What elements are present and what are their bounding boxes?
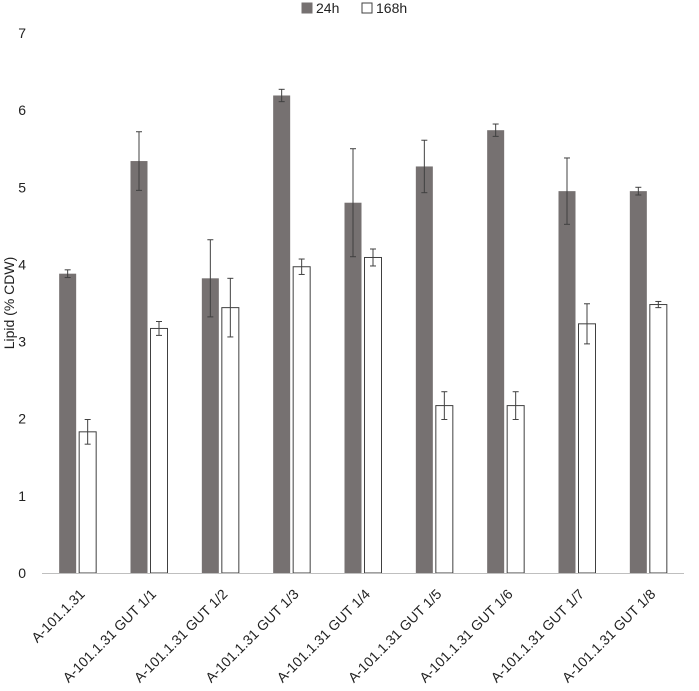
error-bar-168h-6	[441, 391, 448, 420]
legend-swatch-24h	[301, 2, 313, 14]
y-tick-label: 4	[18, 256, 26, 272]
legend-label-168h: 168h	[376, 0, 407, 16]
bar-24h-5	[344, 202, 362, 573]
error-bar-24h-8	[564, 157, 570, 225]
legend-swatch-168h	[361, 2, 373, 14]
legend-label-24h: 24h	[316, 0, 339, 16]
bar-24h-9	[629, 191, 647, 573]
bar-24h-3	[201, 278, 219, 573]
error-bar-24h-2	[136, 131, 142, 191]
error-bar-24h-9	[635, 186, 642, 196]
legend: 24h 168h	[301, 0, 407, 16]
y-tick-label: 2	[18, 411, 26, 427]
bar-24h-8	[558, 191, 576, 573]
y-axis-title: Lipid (% CDW)	[1, 257, 17, 350]
bar-168h-3	[221, 307, 240, 574]
bar-24h-7	[487, 130, 505, 573]
error-bar-24h-1	[64, 269, 71, 279]
y-tick-label: 6	[18, 102, 26, 118]
error-bar-168h-2	[156, 321, 162, 336]
bars	[59, 95, 668, 574]
bar-168h-1	[78, 431, 97, 574]
bar-24h-6	[415, 166, 433, 573]
error-bar-24h-7	[492, 123, 499, 137]
bar-168h-6	[435, 405, 454, 574]
y-tick-label: 0	[18, 565, 26, 581]
error-bar-168h-3	[227, 277, 234, 338]
bar-168h-2	[150, 327, 168, 574]
y-tick-label: 7	[18, 25, 26, 41]
x-category-label: A-101.1.31	[28, 586, 88, 646]
error-bar-168h-4	[298, 258, 305, 275]
bar-168h-4	[292, 266, 311, 574]
bar-168h-7	[506, 405, 525, 574]
error-bar-24h-3	[207, 239, 214, 318]
y-axis: 0 1 2 3 4 5 6 7	[18, 25, 26, 581]
bar-168h-9	[649, 304, 668, 574]
y-tick-label: 1	[18, 488, 26, 504]
y-tick-label: 5	[18, 179, 26, 195]
error-bar-24h-4	[278, 88, 285, 103]
error-bar-24h-6	[421, 139, 428, 194]
error-bar-168h-5	[370, 248, 376, 267]
x-axis-labels: A-101.1.31A-101.1.31 GUT 1/1A-101.1.31 G…	[28, 586, 659, 686]
error-bar-168h-7	[512, 391, 519, 420]
error-bar-24h-5	[350, 148, 356, 258]
bar-168h-5	[364, 256, 382, 574]
error-bar-168h-1	[84, 418, 91, 445]
bar-24h-1	[59, 273, 77, 573]
error-bars	[64, 88, 662, 445]
error-bar-168h-8	[584, 303, 590, 345]
error-bar-168h-9	[655, 300, 662, 309]
bar-168h-8	[578, 323, 596, 574]
bar-24h-2	[130, 161, 148, 574]
bar-24h-4	[273, 95, 291, 573]
y-tick-label: 3	[18, 334, 26, 350]
